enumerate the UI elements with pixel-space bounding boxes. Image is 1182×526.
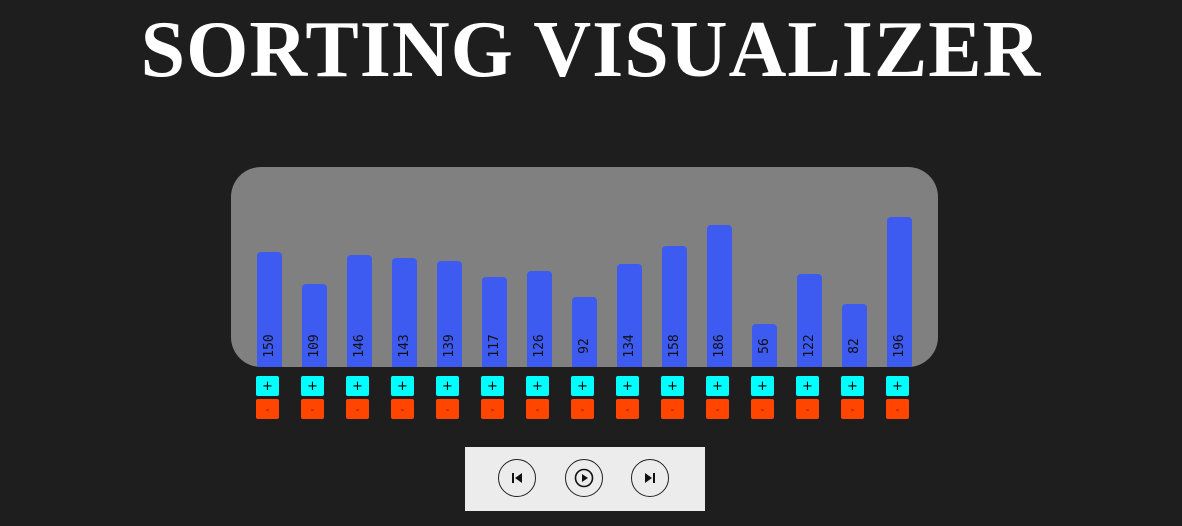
- playback-controls: [465, 447, 705, 511]
- decrement-button[interactable]: -: [886, 399, 909, 419]
- decrement-button[interactable]: -: [661, 399, 684, 419]
- page-title: SORTING VISUALIZER: [140, 6, 1042, 94]
- increment-button[interactable]: +: [616, 376, 639, 396]
- play-button[interactable]: [565, 459, 603, 497]
- decrement-button[interactable]: -: [751, 399, 774, 419]
- bar-value-label: 109: [306, 334, 322, 358]
- bar-value-label: 82: [846, 338, 862, 354]
- array-bar: 134: [617, 264, 642, 367]
- bar-value-label: 143: [396, 334, 412, 358]
- decrement-button[interactable]: -: [301, 399, 324, 419]
- bar-value-label: 117: [486, 334, 502, 358]
- decrement-button[interactable]: -: [706, 399, 729, 419]
- array-bar: 117: [482, 277, 507, 367]
- decrement-button[interactable]: -: [436, 399, 459, 419]
- array-bar: 186: [707, 225, 732, 367]
- bar-chart-panel: 150 109 146 143 139 117 126 92 134 158 186 56 122 82 1…: [231, 167, 938, 367]
- increment-button[interactable]: +: [346, 376, 369, 396]
- increment-button[interactable]: +: [436, 376, 459, 396]
- bar-value-label: 139: [441, 334, 457, 358]
- bar-value-label: 186: [711, 334, 727, 358]
- bar-value-label: 196: [891, 334, 907, 358]
- increment-button[interactable]: +: [796, 376, 819, 396]
- array-bar: 196: [887, 217, 912, 367]
- array-bar: 82: [842, 304, 867, 367]
- increment-button[interactable]: +: [841, 376, 864, 396]
- array-bar: 146: [347, 255, 372, 367]
- array-bar: 56: [752, 324, 777, 367]
- decrement-button[interactable]: -: [616, 399, 639, 419]
- decrement-button[interactable]: -: [391, 399, 414, 419]
- array-bar: 92: [572, 297, 597, 367]
- increment-button[interactable]: +: [481, 376, 504, 396]
- bar-value-label: 158: [666, 334, 682, 358]
- skip-previous-icon: [512, 473, 522, 483]
- skip-previous-button[interactable]: [498, 459, 536, 497]
- array-bar: 126: [527, 271, 552, 367]
- increment-button[interactable]: +: [751, 376, 774, 396]
- bar-value-label: 56: [756, 338, 772, 354]
- bar-value-label: 134: [621, 334, 637, 358]
- decrement-button[interactable]: -: [256, 399, 279, 419]
- increment-button[interactable]: +: [391, 376, 414, 396]
- skip-next-button[interactable]: [631, 459, 669, 497]
- bar-value-label: 146: [351, 334, 367, 358]
- increment-button[interactable]: +: [301, 376, 324, 396]
- decrement-button[interactable]: -: [346, 399, 369, 419]
- play-icon: [574, 468, 594, 488]
- decrement-button[interactable]: -: [526, 399, 549, 419]
- decrement-button[interactable]: -: [571, 399, 594, 419]
- bar-value-label: 126: [531, 334, 547, 358]
- array-bar: 139: [437, 261, 462, 367]
- increment-button[interactable]: +: [526, 376, 549, 396]
- increment-button[interactable]: +: [661, 376, 684, 396]
- decrement-button[interactable]: -: [796, 399, 819, 419]
- array-bar: 150: [257, 252, 282, 367]
- decrement-button[interactable]: -: [481, 399, 504, 419]
- increment-button[interactable]: +: [886, 376, 909, 396]
- bar-value-label: 122: [801, 334, 817, 358]
- bar-value-label: 150: [261, 334, 277, 358]
- bar-value-label: 92: [576, 338, 592, 354]
- array-bar: 158: [662, 246, 687, 367]
- array-bar: 109: [302, 284, 327, 367]
- decrement-button[interactable]: -: [841, 399, 864, 419]
- skip-next-icon: [645, 473, 655, 483]
- array-bar: 122: [797, 274, 822, 367]
- increment-button[interactable]: +: [256, 376, 279, 396]
- increment-button[interactable]: +: [571, 376, 594, 396]
- increment-button[interactable]: +: [706, 376, 729, 396]
- array-bar: 143: [392, 258, 417, 367]
